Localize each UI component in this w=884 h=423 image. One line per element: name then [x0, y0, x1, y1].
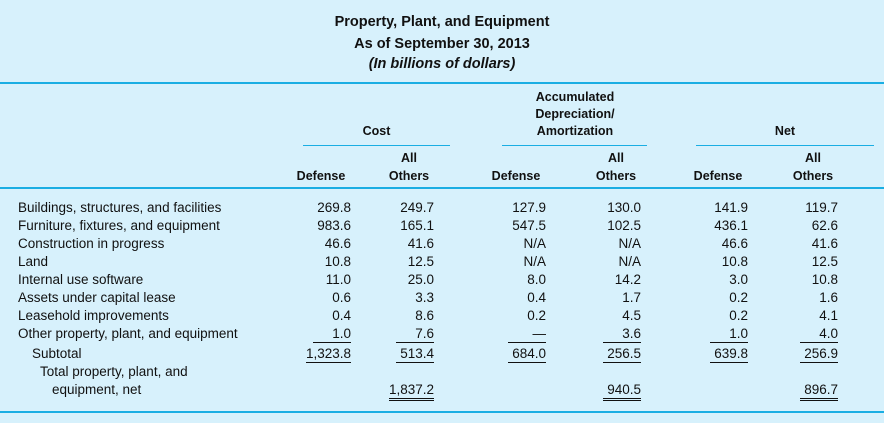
subtotal-defense-cost: 1,323.8	[305, 346, 351, 363]
total-accum: 940.5	[603, 382, 641, 401]
cell-defense-accum: 0.2	[527, 308, 546, 323]
cell-defense-accum: 127.9	[512, 200, 546, 215]
col-header-others-accum: Others	[595, 169, 637, 183]
cell-defense-accum: 0.4	[527, 290, 546, 305]
cell-others-accum: 4.5	[622, 308, 641, 323]
cell-defense-cost: 11.0	[325, 272, 351, 287]
cell-defense-net: 3.0	[729, 272, 748, 287]
cell-others-accum: N/A	[618, 236, 641, 251]
cell-defense-cost: 983.6	[317, 218, 351, 233]
cell-others-cost: 41.6	[407, 236, 434, 251]
cell-defense-net: 1.0	[710, 326, 748, 343]
cell-defense-cost: 0.6	[332, 290, 351, 305]
cell-others-net: 62.6	[811, 218, 838, 233]
cell-defense-net: 46.6	[721, 236, 748, 251]
col-header-defense-cost: Defense	[296, 169, 346, 183]
subtotal-label: Subtotal	[32, 346, 82, 361]
cell-others-net: 119.7	[805, 200, 838, 215]
accum-rule	[502, 145, 647, 146]
row-label: Buildings, structures, and facilities	[18, 200, 222, 215]
cell-defense-accum: 547.5	[512, 218, 546, 233]
cell-defense-net: 0.2	[729, 308, 748, 323]
cell-others-net: 1.6	[819, 290, 838, 305]
cell-defense-accum: N/A	[523, 236, 546, 251]
row-label: Assets under capital lease	[18, 290, 176, 305]
cell-others-accum: 3.6	[603, 326, 641, 343]
cell-others-accum: 14.2	[614, 272, 641, 287]
header-net: Net	[774, 124, 796, 138]
row-label: Other property, plant, and equipment	[18, 326, 238, 341]
cell-others-accum: 1.7	[622, 290, 641, 305]
row-label: Furniture, fixtures, and equipment	[18, 218, 220, 233]
subtotal-defense-accum: 684.0	[508, 346, 546, 363]
cell-others-cost: 25.0	[407, 272, 434, 287]
col-header-all-others-accum: All	[608, 151, 624, 165]
cell-defense-net: 10.8	[721, 254, 748, 269]
cell-others-cost: 3.3	[415, 290, 434, 305]
cell-others-net: 4.1	[819, 308, 838, 323]
cell-others-cost: 12.5	[407, 254, 434, 269]
row-label: Internal use software	[18, 272, 144, 287]
cell-defense-cost: 269.8	[317, 200, 351, 215]
cell-defense-cost: 1.0	[313, 326, 351, 343]
header-cost: Cost	[362, 124, 391, 138]
total-label: Total property, plant, and	[40, 364, 188, 379]
cell-others-net: 41.6	[811, 236, 838, 251]
cell-defense-accum: —	[508, 326, 546, 343]
cell-others-accum: 130.0	[607, 200, 641, 215]
net-rule	[696, 145, 874, 146]
cell-defense-cost: 46.6	[324, 236, 351, 251]
row-label: Leasehold improvements	[18, 308, 169, 323]
cell-others-net: 10.8	[811, 272, 838, 287]
col-header-defense-net: Defense	[693, 169, 743, 183]
col-header-others-cost: Others	[388, 169, 430, 183]
col-header-others-net: Others	[792, 169, 834, 183]
col-header-all-others-cost: All	[401, 151, 417, 165]
cell-defense-net: 141.9	[714, 200, 748, 215]
cell-others-cost: 165.1	[400, 218, 434, 233]
cell-defense-cost: 10.8	[324, 254, 351, 269]
cell-others-accum: 102.5	[607, 218, 641, 233]
col-header-defense-accum: Defense	[491, 169, 541, 183]
cell-others-net: 4.0	[800, 326, 838, 343]
cost-rule	[303, 145, 450, 146]
cell-defense-net: 0.2	[729, 290, 748, 305]
cell-defense-cost: 0.4	[332, 308, 351, 323]
top-rule	[0, 82, 884, 84]
cell-others-cost: 249.7	[400, 200, 434, 215]
header-accum-2: Depreciation/	[535, 107, 615, 121]
cell-others-cost: 7.6	[396, 326, 434, 343]
table-units: (In billions of dollars)	[368, 56, 516, 72]
total-label-2: equipment, net	[52, 382, 142, 397]
subtotal-defense-net: 639.8	[710, 346, 748, 363]
cell-others-cost: 8.6	[415, 308, 434, 323]
subtotal-others-net: 256.9	[800, 346, 838, 363]
row-label: Land	[18, 254, 49, 269]
header-rule	[0, 187, 884, 189]
table-subtitle: As of September 30, 2013	[354, 36, 530, 52]
cell-others-net: 12.5	[811, 254, 838, 269]
bottom-rule	[0, 411, 884, 413]
cell-defense-accum: 8.0	[527, 272, 546, 287]
total-cost: 1,837.2	[388, 382, 434, 401]
cell-defense-net: 436.1	[714, 218, 748, 233]
cell-others-accum: N/A	[618, 254, 641, 269]
cell-defense-accum: N/A	[523, 254, 546, 269]
table-title: Property, Plant, and Equipment	[334, 14, 550, 30]
subtotal-others-accum: 256.5	[603, 346, 641, 363]
total-net: 896.7	[800, 382, 838, 401]
header-accum-3: Amortization	[536, 124, 614, 138]
header-accum-1: Accumulated	[535, 90, 615, 104]
row-label: Construction in progress	[18, 236, 165, 251]
subtotal-others-cost: 513.4	[396, 346, 434, 363]
col-header-all-others-net: All	[805, 151, 821, 165]
